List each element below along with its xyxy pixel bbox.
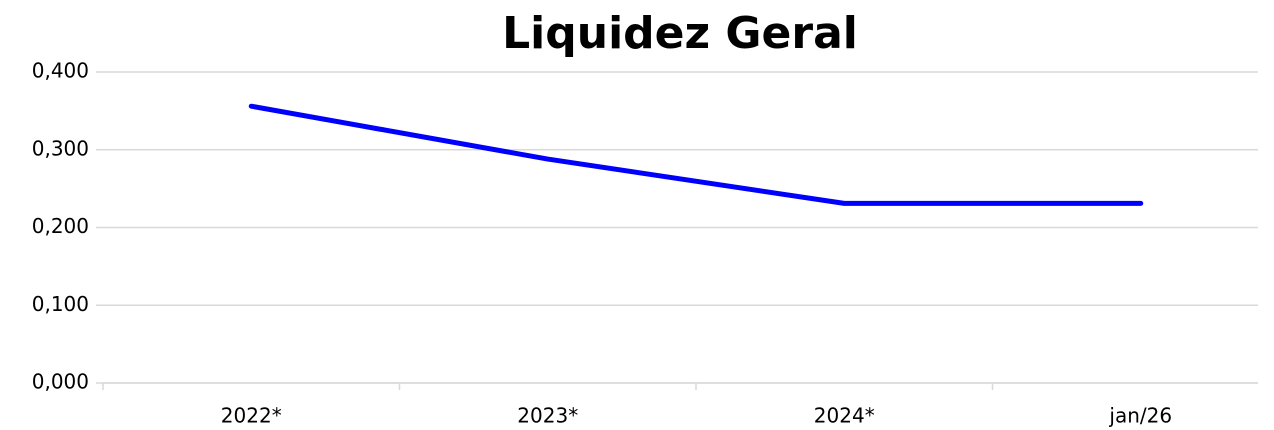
line-series [248, 103, 1144, 206]
y-tick-label: 0,400 [32, 59, 89, 83]
x-tick-label: 2024* [814, 404, 875, 428]
y-tick-label: 0,300 [32, 136, 89, 160]
x-tick-label: 2023* [517, 404, 578, 428]
y-tick-label: 0,200 [32, 214, 89, 238]
x-tick-label: jan/26 [1108, 404, 1172, 428]
chart-title: Liquidez Geral [502, 8, 858, 59]
y-tick-label: 0,000 [32, 370, 89, 394]
x-tick-label: 2022* [221, 404, 282, 428]
y-tick-label: 0,100 [32, 292, 89, 316]
